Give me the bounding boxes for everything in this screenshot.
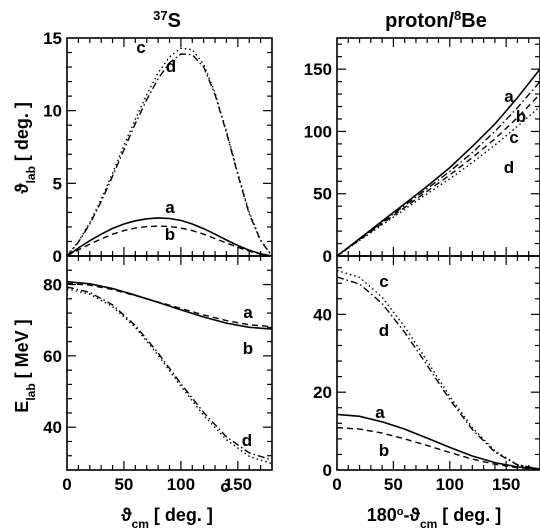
curve-label-b: b: [243, 339, 253, 358]
curve-label-a: a: [375, 403, 385, 422]
x-tick-label: 150: [492, 475, 520, 494]
y-tick-label: 0: [323, 247, 332, 266]
series-line-c: [67, 288, 272, 465]
y-tick-label: 80: [43, 276, 62, 295]
y-tick-label: 40: [313, 305, 332, 324]
x-tick-label: 0: [332, 475, 341, 494]
series-line-b: [337, 81, 540, 256]
y-tick-label: 100: [304, 122, 332, 141]
series-line-a: [337, 68, 540, 256]
curve-label-c: c: [220, 477, 229, 496]
plot-frame: [336, 37, 540, 257]
x-tick-label: 50: [384, 475, 403, 494]
series-line-d: [67, 53, 272, 256]
y-tick-label: 15: [43, 29, 62, 48]
series-line-a: [67, 280, 272, 330]
y-tick-label: 20: [313, 383, 332, 402]
x-axis-label-180-minus-theta-cm: 180o-ϑcm [ deg. ]: [367, 505, 502, 529]
curve-label-a: a: [504, 87, 514, 106]
x-tick-label: 150: [224, 475, 252, 494]
curve-label-b: b: [516, 107, 526, 126]
y-tick-label: 150: [304, 60, 332, 79]
y-tick-label: 60: [43, 347, 62, 366]
curve-label-c: c: [509, 128, 518, 147]
curve-label-b: b: [379, 441, 389, 460]
curve-label-a: a: [243, 303, 253, 322]
series-line-c: [337, 269, 540, 470]
panel-3: ab c d 0 20 40 0 50 100 150: [313, 255, 540, 494]
plot-frame: [336, 255, 540, 471]
panel-0: ab c d 0 5 10 15: [43, 29, 273, 266]
series-line-d: [67, 286, 272, 461]
series-line-a: [67, 217, 272, 256]
x-axis-label-theta-cm: ϑcm [ deg. ]: [121, 505, 213, 529]
curve-label-c: c: [379, 272, 388, 291]
panel-2: ab c d 40 60 80 0 50 100 150: [43, 255, 273, 496]
curve-label-a: a: [165, 198, 175, 217]
series-line-b: [337, 426, 540, 470]
panel-title-proton-be: proton/8Be: [385, 8, 487, 33]
y-axis-label-angle: ϑlab [ deg. ]: [12, 102, 38, 194]
x-tick-label: 50: [114, 475, 133, 494]
panel-title-37s: 37S: [153, 8, 181, 33]
curve-label-c: c: [136, 38, 145, 57]
series-line-d: [337, 105, 540, 256]
curve-label-d: d: [379, 321, 389, 340]
y-tick-label: 40: [43, 418, 62, 437]
x-tick-label: 100: [167, 475, 195, 494]
series-line-b: [67, 282, 272, 328]
curve-label-d: d: [242, 431, 252, 450]
y-tick-label: 10: [43, 102, 62, 121]
y-tick-label: 5: [53, 174, 62, 193]
series-line-c: [337, 93, 540, 256]
curve-label-b: b: [165, 225, 175, 244]
y-tick-label: 0: [323, 461, 332, 480]
curve-label-d: d: [166, 57, 176, 76]
x-tick-label: 0: [62, 475, 71, 494]
y-tick-label: 0: [53, 247, 62, 266]
x-tick-label: 100: [436, 475, 464, 494]
y-axis-label-energy: Elab [ MeV ]: [12, 319, 38, 412]
y-tick-label: 50: [313, 185, 332, 204]
curve-label-d: d: [504, 158, 514, 177]
series-line-d: [337, 276, 540, 470]
